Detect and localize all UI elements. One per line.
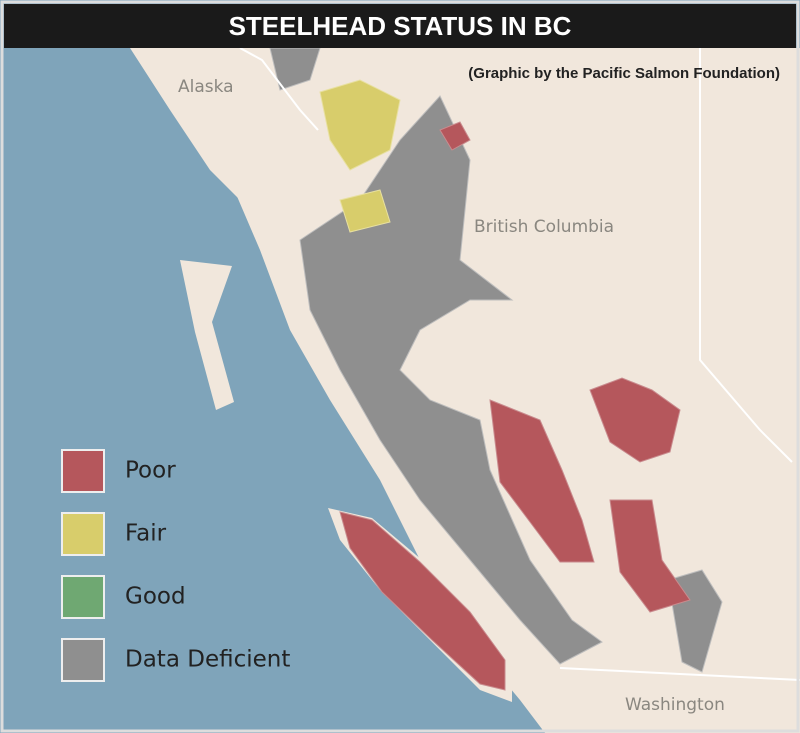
region-poor — [489, 399, 595, 563]
alaska-border — [239, 47, 319, 131]
region-fair — [319, 79, 401, 171]
credit: (Graphic by the Pacific Salmon Foundatio… — [468, 65, 780, 82]
place-label: Alaska — [178, 77, 234, 97]
haida-gwaii — [180, 260, 234, 410]
legend: Poor Fair Good Data Deficient — [61, 449, 290, 682]
title-bar — [4, 4, 796, 48]
region-poor — [439, 121, 471, 151]
provincial-border — [699, 48, 793, 463]
region-poor — [609, 499, 691, 613]
legend-label: Data Deficient — [125, 647, 290, 673]
place-label: Washington — [625, 695, 725, 715]
legend-label: Fair — [125, 521, 167, 547]
alaska-panhandle — [130, 48, 270, 210]
legend-swatch — [61, 449, 105, 493]
legend-swatch — [61, 638, 105, 682]
legend-swatch — [61, 575, 105, 619]
region-poor — [339, 511, 506, 691]
legend-swatch — [61, 512, 105, 556]
place-label: British Columbia — [474, 217, 614, 237]
region-fair — [339, 189, 391, 233]
us-border — [559, 667, 800, 681]
legend-label: Poor — [125, 458, 176, 484]
region-poor — [589, 377, 681, 463]
region-data-deficient — [299, 95, 603, 665]
title: STEELHEAD STATUS IN BC — [229, 11, 572, 41]
legend-label: Good — [125, 584, 186, 610]
